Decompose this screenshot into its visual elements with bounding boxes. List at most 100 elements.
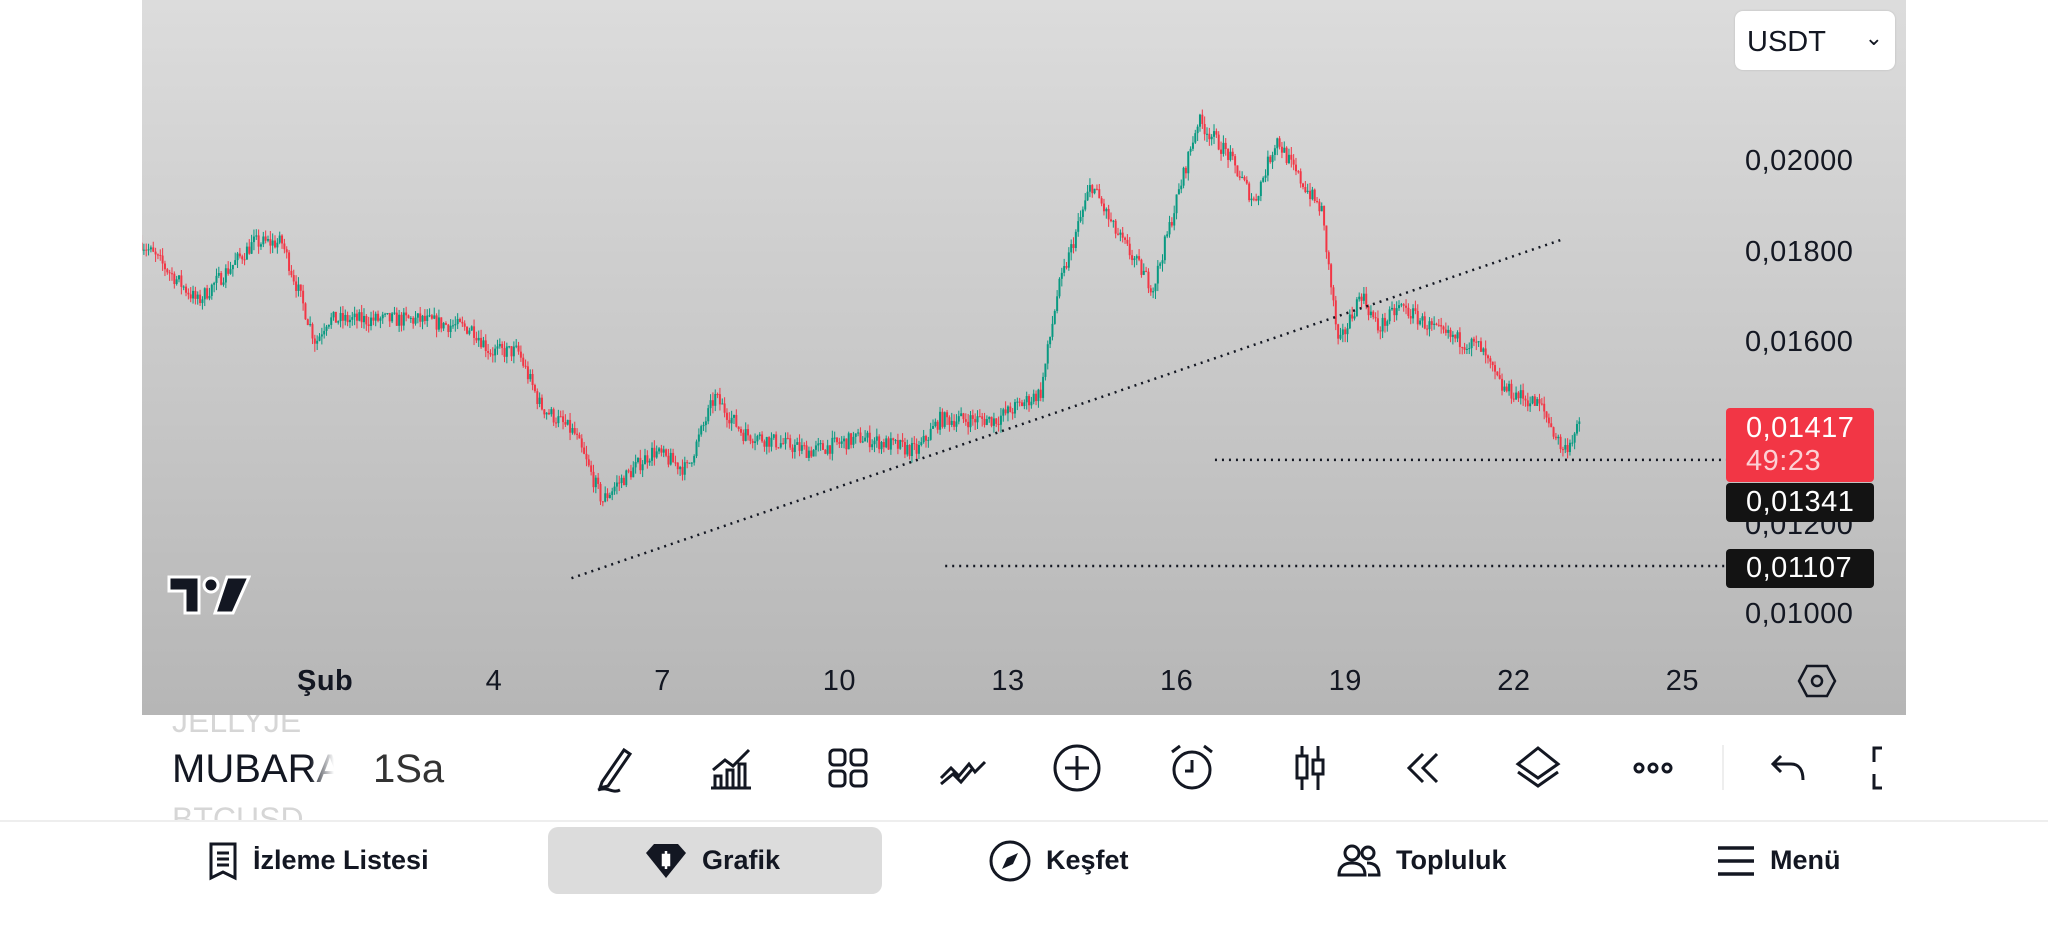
candle-body: [653, 447, 656, 458]
candle-body: [327, 324, 330, 327]
candle-body: [423, 315, 426, 321]
candle-body: [709, 400, 712, 409]
alert-clock-icon[interactable]: [1164, 740, 1220, 796]
candles-icon[interactable]: [1282, 740, 1338, 796]
candle-body: [1266, 156, 1269, 176]
candle-body: [1180, 185, 1183, 190]
nav-menu[interactable]: Menü: [1716, 827, 1841, 894]
candle-body: [896, 440, 899, 449]
candle-body: [1468, 348, 1471, 350]
candle-body: [576, 433, 579, 435]
layers-icon[interactable]: [1510, 740, 1566, 796]
candle-body: [660, 448, 663, 453]
candle-body: [206, 288, 209, 299]
more-dots-icon[interactable]: [1625, 740, 1681, 796]
candle-body: [814, 445, 817, 450]
candle-body: [243, 259, 246, 261]
candle-body: [1454, 334, 1457, 339]
candle-body: [217, 273, 220, 276]
candle-body: [1332, 287, 1335, 301]
candle-body: [1552, 427, 1555, 437]
bottom-navigation: İzleme Listesi Grafik Keşfet Topluluk Me…: [0, 820, 2048, 945]
candle-body: [215, 275, 218, 283]
nav-watchlist[interactable]: İzleme Listesi: [207, 827, 429, 894]
candle-body: [679, 466, 682, 470]
candle-body: [1159, 263, 1162, 266]
candle-body: [142, 249, 145, 251]
layouts-grid-icon[interactable]: [820, 740, 876, 796]
candle-body: [566, 419, 569, 425]
candle-body: [250, 242, 253, 254]
candle-body: [796, 442, 799, 445]
candle-body: [358, 312, 361, 321]
candle-body: [941, 411, 944, 427]
candle-body: [1409, 316, 1412, 319]
nav-community[interactable]: Topluluk: [1336, 827, 1506, 894]
candle-body: [1196, 126, 1199, 134]
candle-body: [1381, 317, 1384, 332]
nav-chart[interactable]: Grafik: [644, 827, 780, 894]
candle-body: [625, 470, 628, 486]
candle-body: [590, 465, 593, 472]
symbol-next[interactable]: BTCUSD: [172, 801, 304, 820]
candle-body: [381, 314, 384, 319]
candle-body: [885, 438, 888, 448]
drawing-pen-icon[interactable]: [588, 740, 644, 796]
currency-selector[interactable]: USDT ⌄: [1735, 11, 1895, 70]
candle-body: [1035, 393, 1038, 402]
candle-body: [1112, 220, 1115, 222]
candle-body: [419, 313, 422, 322]
candle-body: [156, 254, 159, 256]
interval-button[interactable]: 1Sa: [373, 747, 445, 791]
chart-toolbar: JELLYJE MUBARA BTCUSD 1Sa: [142, 715, 1906, 820]
candle-body: [613, 486, 616, 492]
nav-menu-label: Menü: [1770, 845, 1841, 875]
candle-body: [299, 284, 302, 291]
candle-body: [271, 240, 274, 246]
candle-body: [604, 493, 607, 502]
candle-body: [887, 438, 890, 450]
candle-body: [1309, 190, 1312, 200]
candle-body: [1273, 148, 1276, 155]
candle-body: [353, 313, 356, 318]
candle-body: [1098, 189, 1101, 199]
hamburger-menu-icon: [1718, 845, 1754, 876]
time-axis-label: 7: [654, 665, 671, 697]
symbol-name[interactable]: MUBARA: [172, 747, 334, 791]
candle-body: [348, 319, 351, 323]
candle-body: [1072, 244, 1075, 248]
undo-icon[interactable]: [1761, 740, 1817, 796]
candle-body: [1163, 236, 1166, 261]
candle-body: [1458, 332, 1461, 348]
candle-body: [1479, 341, 1482, 352]
candle-body: [1358, 296, 1361, 300]
candle-body: [456, 318, 459, 325]
nav-explore[interactable]: Keşfet: [988, 827, 1129, 894]
add-circle-icon[interactable]: [1049, 740, 1105, 796]
candle-body: [1128, 243, 1131, 256]
candle-body: [1442, 326, 1445, 330]
candle-body: [1419, 320, 1422, 325]
candle-body: [1451, 334, 1454, 337]
symbol-prev[interactable]: JELLYJE: [172, 715, 302, 739]
candle-body: [871, 444, 874, 448]
candle-body: [166, 269, 169, 273]
compare-lines-icon[interactable]: [935, 740, 991, 796]
price-chart[interactable]: USDT ⌄ 0,02000 0,01800 0,01600 0,01200 0,…: [142, 0, 1906, 715]
candle-body: [1477, 341, 1480, 343]
candle-body: [686, 462, 689, 464]
fullscreen-icon[interactable]: [1862, 740, 1906, 796]
candle-body: [199, 294, 202, 304]
candle-body: [1140, 259, 1143, 275]
candle-body: [1491, 361, 1494, 366]
candle-body: [587, 459, 590, 466]
candle-body: [704, 421, 707, 426]
candle-body: [1046, 344, 1049, 364]
indicators-icon[interactable]: [703, 740, 759, 796]
chart-canvas[interactable]: [142, 0, 1906, 715]
candle-body: [688, 462, 691, 464]
candle-body: [1037, 389, 1040, 402]
replay-icon[interactable]: [1395, 740, 1451, 796]
candle-body: [1283, 147, 1286, 153]
candle-body: [840, 441, 843, 444]
